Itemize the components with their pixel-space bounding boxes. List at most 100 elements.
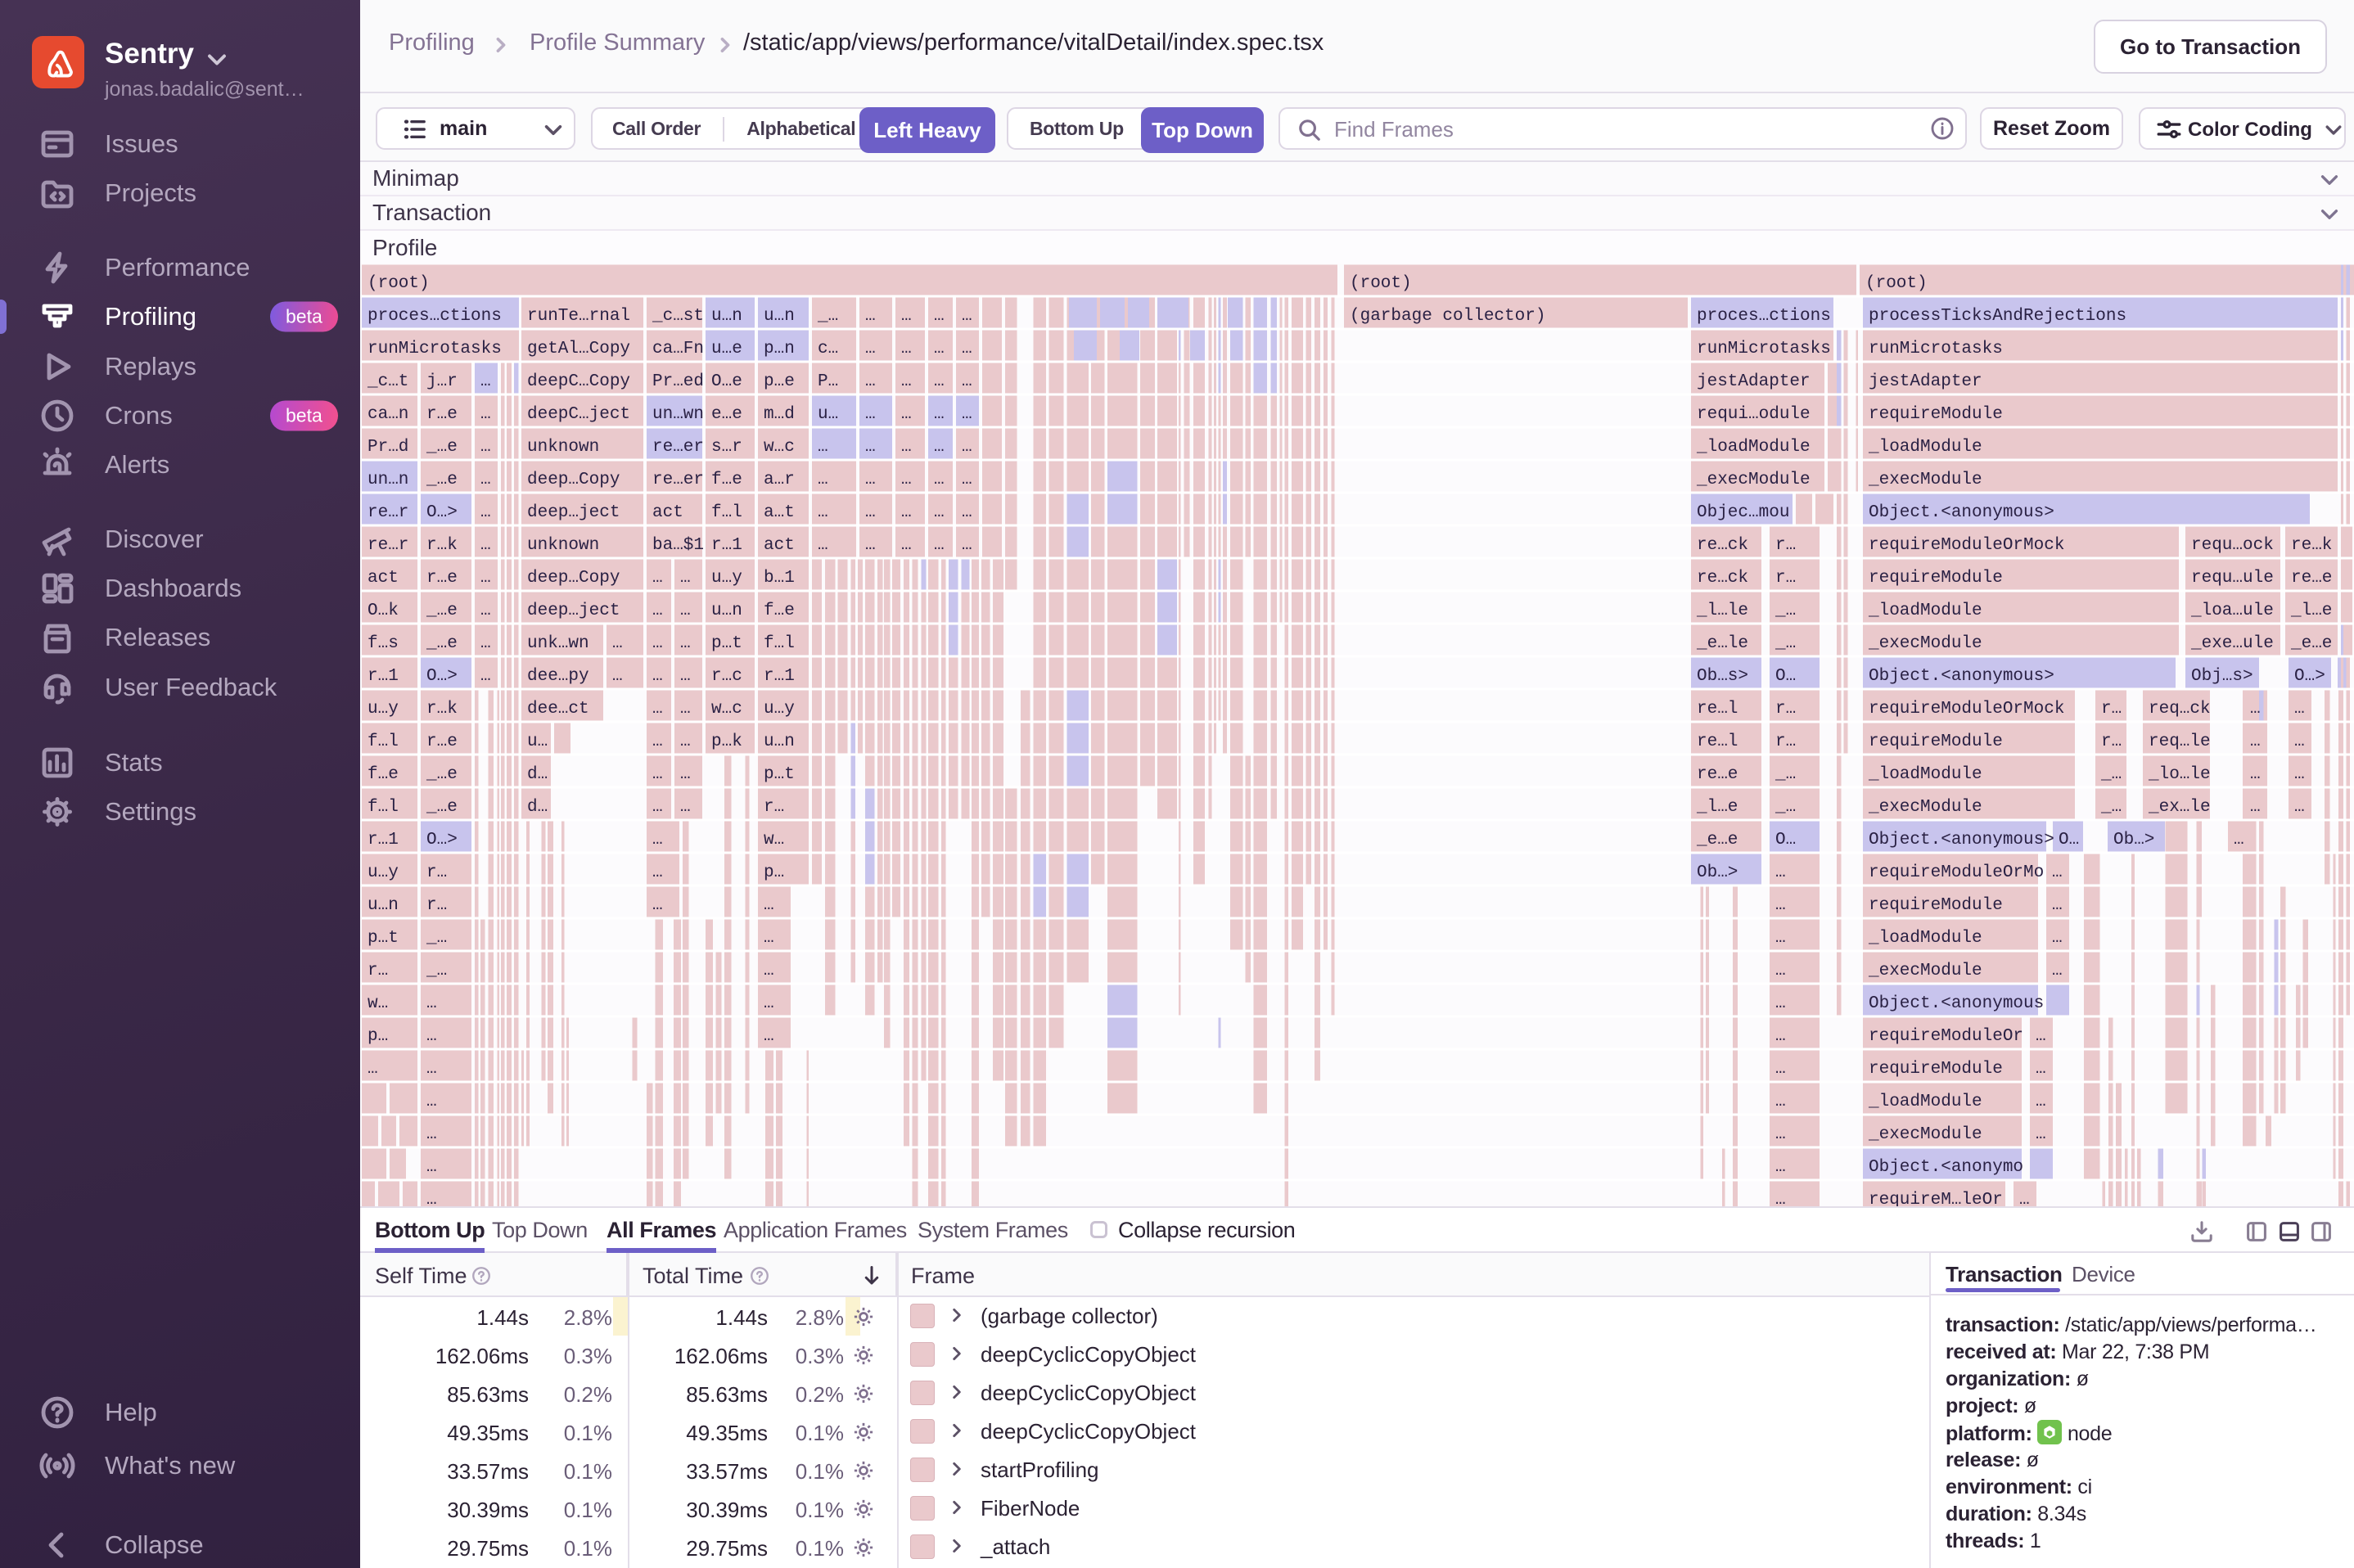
svg-text:r…: r… [764, 798, 784, 817]
svg-text:…: … [962, 503, 972, 522]
svg-text:deep…Copy: deep…Copy [527, 569, 620, 588]
svg-text:…: … [865, 438, 876, 457]
svg-text:O…: O… [1775, 667, 1796, 686]
svg-text:r…1: r…1 [368, 831, 399, 849]
svg-text:u…: u… [527, 732, 548, 751]
svg-text:…: … [2052, 962, 2063, 980]
svg-text:…: … [680, 569, 691, 588]
svg-text:_execModule: _execModule [1868, 471, 1982, 489]
svg-text:_ex…le: _ex…le [2148, 798, 2211, 817]
svg-text:…: … [934, 405, 945, 424]
svg-text:_loadModule: _loadModule [1696, 438, 1811, 457]
svg-text:_…: _… [426, 929, 447, 948]
svg-text:…: … [1775, 1060, 1786, 1079]
svg-text:Pr…d: Pr…d [368, 438, 408, 457]
svg-text:re…l: re…l [1697, 732, 1738, 751]
svg-text:requireModuleOrMo: requireModuleOrMo [1869, 863, 2044, 882]
svg-text:m…d: m…d [764, 405, 795, 424]
svg-text:…: … [2294, 732, 2305, 751]
svg-text:p…t: p…t [711, 634, 742, 653]
svg-text:_…: _… [426, 962, 447, 980]
svg-text:r…: r… [426, 896, 447, 915]
svg-text:…: … [764, 994, 774, 1013]
svg-text:_l…e: _l…e [2290, 602, 2332, 620]
svg-text:…: … [901, 372, 912, 391]
svg-text:…: … [962, 536, 972, 555]
svg-text:f…e: f…e [711, 471, 742, 489]
svg-text:_e…le: _e…le [1696, 634, 1748, 653]
svg-text:…: … [865, 372, 876, 391]
svg-text:…: … [652, 602, 663, 620]
svg-text:f…l: f…l [368, 732, 399, 751]
svg-text:u…n: u…n [368, 896, 399, 915]
svg-text:…: … [962, 307, 972, 326]
svg-text:Ob…>: Ob…> [2113, 831, 2154, 849]
svg-text:…: … [962, 438, 972, 457]
svg-text:…: … [901, 405, 912, 424]
svg-text:…: … [426, 1125, 437, 1144]
svg-text:un…n: un…n [368, 471, 408, 489]
svg-text:getAl…Copy: getAl…Copy [527, 340, 630, 358]
svg-text:…: … [901, 340, 912, 358]
svg-text:…: … [1775, 1027, 1786, 1046]
svg-text:…: … [1775, 1158, 1786, 1177]
svg-text:…: … [652, 700, 663, 719]
svg-text:proces…ctions: proces…ctions [368, 307, 502, 326]
svg-text:…: … [652, 798, 663, 817]
svg-text:f…s: f…s [368, 634, 399, 653]
svg-text:processTicksAndRejections: processTicksAndRejections [1869, 307, 2126, 326]
svg-text:…: … [480, 667, 491, 686]
svg-text:…: … [962, 372, 972, 391]
svg-text:re…er: re…er [652, 471, 704, 489]
svg-text:r…: r… [2101, 732, 2122, 751]
svg-text:_execModule: _execModule [1868, 634, 1982, 653]
svg-text:…: … [901, 471, 912, 489]
svg-text:…: … [1775, 863, 1786, 882]
svg-text:un…wn: un…wn [652, 405, 704, 424]
svg-text:…: … [865, 471, 876, 489]
svg-text:…: … [480, 569, 491, 588]
svg-text:…: … [2052, 929, 2063, 948]
svg-text:req…le: req…le [2149, 732, 2211, 751]
svg-text:…: … [480, 372, 491, 391]
svg-text:ba…$1: ba…$1 [652, 536, 704, 555]
svg-text:r…: r… [2101, 700, 2122, 719]
svg-text:…: … [901, 307, 912, 326]
svg-text:…: … [652, 863, 663, 882]
svg-text:r…1: r…1 [764, 667, 795, 686]
svg-text:r…: r… [1775, 569, 1796, 588]
svg-text:…: … [818, 471, 828, 489]
svg-text:s…r: s…r [711, 438, 742, 457]
svg-text:u…e: u…e [711, 340, 742, 358]
svg-text:…: … [2036, 1093, 2046, 1111]
svg-text:_…: _… [2100, 765, 2122, 784]
svg-text:O…e: O…e [711, 372, 742, 391]
svg-text:…: … [680, 765, 691, 784]
svg-text:…: … [652, 634, 663, 653]
svg-text:r…e: r…e [426, 732, 458, 751]
svg-text:Ob…s>: Ob…s> [1697, 667, 1748, 686]
svg-text:_lo…le: _lo…le [2148, 765, 2211, 784]
svg-text:…: … [901, 438, 912, 457]
svg-text:unknown: unknown [527, 438, 599, 457]
svg-text:…: … [865, 536, 876, 555]
svg-text:requireModuleOrMock: requireModuleOrMock [1869, 700, 2064, 719]
svg-text:requireModule: requireModule [1869, 1060, 2003, 1079]
svg-text:…: … [1775, 929, 1786, 948]
svg-text:d…: d… [527, 765, 548, 784]
svg-text:u…y: u…y [711, 569, 742, 588]
svg-text:deepC…ject: deepC…ject [527, 405, 630, 424]
svg-text:…: … [426, 1158, 437, 1177]
svg-text:jestAdapter: jestAdapter [1697, 372, 1811, 391]
svg-text:re…e: re…e [2291, 569, 2332, 588]
svg-text:…: … [426, 1060, 437, 1079]
svg-text:…: … [1775, 994, 1786, 1013]
svg-text:requireModuleOr: requireModuleOr [1869, 1027, 2023, 1046]
svg-text:…: … [426, 1027, 437, 1046]
svg-text:(garbage collector): (garbage collector) [1350, 307, 1545, 326]
svg-text:requ…ule: requ…ule [2191, 569, 2274, 588]
svg-text:…: … [2052, 863, 2063, 882]
svg-text:requireM…leOr: requireM…leOr [1869, 1191, 2003, 1206]
svg-text:_l…e: _l…e [1696, 798, 1738, 817]
svg-text:_…e: _…e [426, 602, 458, 620]
